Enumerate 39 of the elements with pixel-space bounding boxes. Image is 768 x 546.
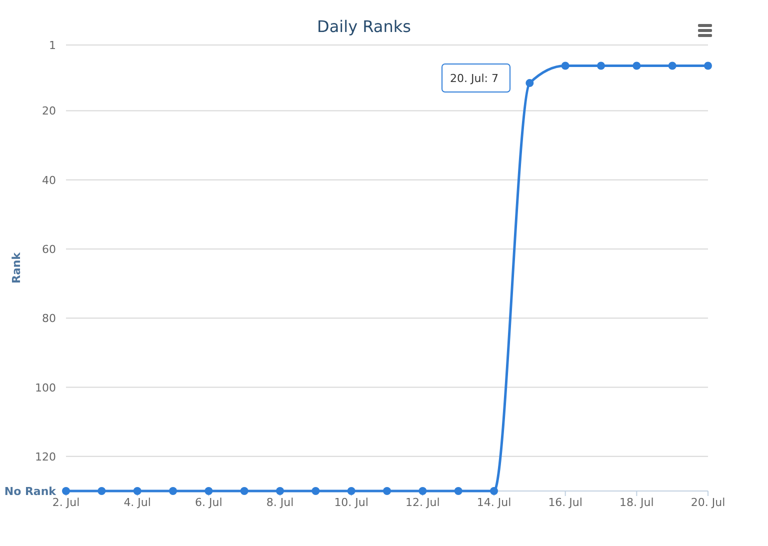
point bbox=[597, 62, 605, 70]
point bbox=[240, 487, 248, 495]
point bbox=[632, 62, 641, 70]
point bbox=[169, 487, 177, 495]
chart-title: Daily Ranks bbox=[317, 17, 411, 36]
x-tick-label: 16. Jul bbox=[548, 496, 582, 509]
y-tick-label: 60 bbox=[42, 242, 56, 256]
point bbox=[490, 487, 498, 495]
point bbox=[418, 487, 427, 495]
x-tick-label: 2. Jul bbox=[52, 496, 80, 509]
y-tick-label: 100 bbox=[35, 381, 56, 394]
point bbox=[561, 62, 570, 70]
point bbox=[204, 487, 213, 495]
x-tick-label: 18. Jul bbox=[620, 496, 654, 509]
x-tick-label: 6. Jul bbox=[195, 496, 222, 509]
point bbox=[276, 487, 284, 495]
point bbox=[347, 487, 356, 495]
y-tick-label: 20 bbox=[42, 104, 56, 118]
y-axis-title: Rank bbox=[10, 252, 23, 284]
point bbox=[526, 79, 534, 88]
point bbox=[383, 487, 391, 495]
y-tick-label: No Rank bbox=[4, 485, 57, 498]
y-tick-label: 120 bbox=[35, 450, 56, 464]
point bbox=[454, 487, 462, 495]
x-tick-label: 4. Jul bbox=[124, 496, 151, 509]
y-tick-label: 40 bbox=[42, 174, 56, 187]
x-tick-label: 8. Jul bbox=[266, 496, 294, 509]
point bbox=[98, 487, 106, 495]
y-tick-label: 80 bbox=[42, 312, 56, 326]
annotation: 20. Jul: 7 bbox=[450, 72, 498, 85]
point bbox=[312, 487, 320, 495]
point bbox=[133, 487, 142, 495]
x-tick-label: 20. Jul bbox=[690, 496, 726, 509]
point bbox=[668, 62, 676, 70]
x-tick-label: 14. Jul bbox=[476, 496, 512, 509]
point bbox=[704, 62, 712, 70]
y-tick-label: 1 bbox=[49, 39, 56, 52]
x-tick-label: 10. Jul bbox=[334, 496, 368, 509]
x-tick-label: 12. Jul bbox=[406, 496, 440, 509]
